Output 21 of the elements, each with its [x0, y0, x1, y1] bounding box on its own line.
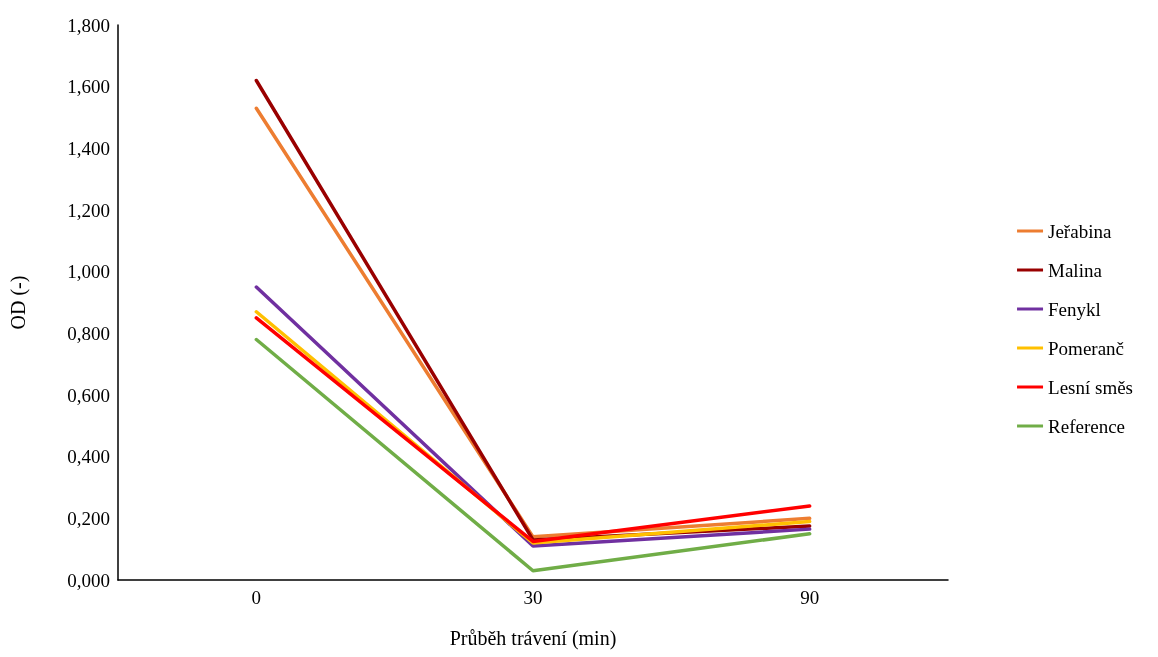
y-tick-label: 1,000: [67, 261, 110, 283]
legend-label: Pomeranč: [1048, 337, 1125, 359]
y-axis-title: OD (-): [7, 275, 30, 330]
legend-label: Reference: [1048, 415, 1126, 437]
x-tick-label: 0: [251, 587, 262, 608]
y-tick-label: 0,000: [67, 569, 110, 591]
x-tick-label: 90: [800, 587, 820, 608]
y-tick-label: 0,800: [67, 322, 110, 344]
y-tick-label: 0,600: [67, 384, 110, 406]
y-tick-label: 0,200: [67, 507, 110, 529]
y-tick-label: 1,600: [67, 76, 110, 98]
y-tick-label: 1,800: [67, 14, 110, 36]
legend-label: Malina: [1048, 259, 1103, 281]
x-axis-title: Průběh trávení (min): [449, 627, 617, 650]
legend-label: Fenykl: [1048, 298, 1101, 320]
legend-label: Jeřabina: [1048, 220, 1112, 242]
legend-label: Lesní směs: [1048, 376, 1134, 398]
x-tick-label: 30: [523, 587, 543, 608]
y-tick-label: 1,200: [67, 199, 110, 221]
y-tick-label: 0,400: [67, 446, 110, 468]
y-tick-label: 1,400: [67, 137, 110, 159]
